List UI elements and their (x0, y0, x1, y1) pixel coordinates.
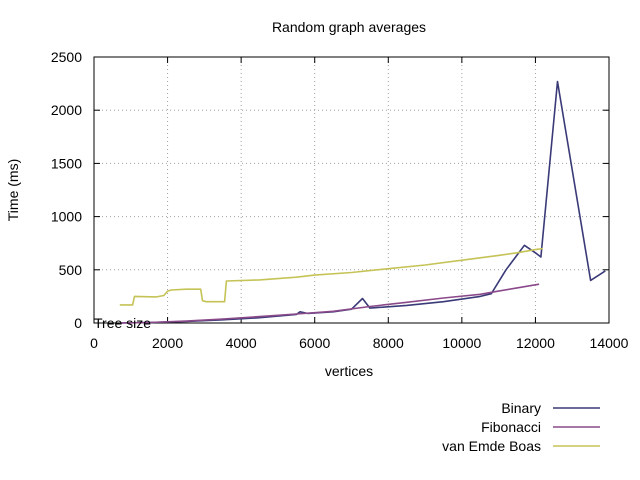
x-tick-label: 0 (90, 335, 98, 351)
x-tick-label: 10000 (442, 335, 481, 351)
plot-frame (93, 56, 610, 324)
series-line-van-emde-boas (119, 247, 543, 306)
grid-lines (94, 57, 609, 323)
y-tick-label: 2000 (51, 102, 82, 118)
tree-size-annotation: Tree size (94, 315, 151, 331)
x-tick-label: 6000 (299, 335, 330, 351)
axis-ticks: 0 2000 4000 6000 8000 10000 12000 14000 0 500 1000… (51, 49, 629, 351)
legend-label-binary: Binary (501, 400, 541, 416)
series-line-binary (119, 80, 606, 324)
x-tick-label: 14000 (590, 335, 629, 351)
series-line-fibonacci (119, 283, 540, 324)
x-tick-label: 12000 (516, 335, 555, 351)
y-tick-label: 500 (59, 262, 83, 278)
x-tick-label: 2000 (152, 335, 183, 351)
y-tick-label: 1500 (51, 155, 82, 171)
x-tick-label: 8000 (373, 335, 404, 351)
y-tick-label: 1000 (51, 209, 82, 225)
y-tick-label: 0 (74, 315, 82, 331)
y-tick-label: 2500 (51, 49, 82, 65)
legend-label-van-emde-boas: van Emde Boas (442, 438, 541, 454)
legend: Binary Fibonacci van Emde Boas (442, 400, 600, 454)
y-axis-label: Time (ms) (5, 159, 21, 221)
legend-label-fibonacci: Fibonacci (481, 419, 541, 435)
chart-title: Random graph averages (272, 19, 426, 35)
series-lines (119, 80, 606, 324)
x-tick-label: 4000 (226, 335, 257, 351)
x-axis-label: vertices (325, 363, 373, 379)
